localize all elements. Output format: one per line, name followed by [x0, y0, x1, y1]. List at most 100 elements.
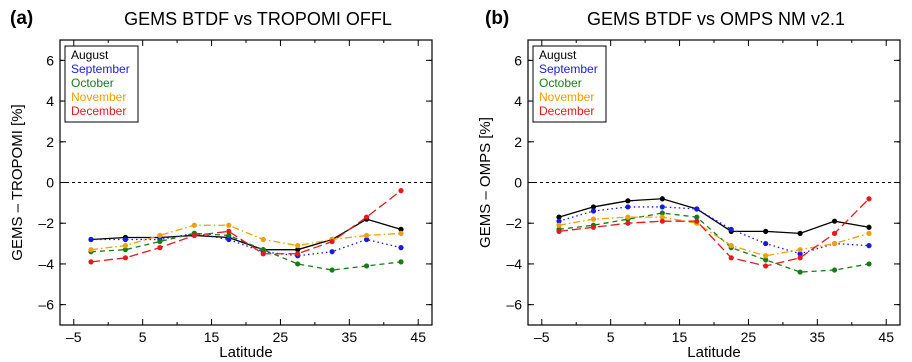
data-point: [831, 230, 838, 236]
series-line-december: [558, 198, 870, 267]
x-tick-label: 25: [273, 329, 289, 345]
x-tick-label: 25: [741, 329, 757, 345]
x-tick-label: 15: [672, 329, 688, 345]
data-point: [625, 198, 631, 204]
data-point: [556, 214, 562, 220]
x-tick-label: 5: [139, 329, 147, 345]
y-tick-label: 0: [514, 175, 522, 191]
data-point: [659, 196, 665, 202]
x-tick-label: –5: [66, 329, 82, 345]
data-point: [659, 210, 665, 216]
x-tick-label: 35: [810, 329, 826, 345]
data-point: [88, 236, 94, 243]
legend-entry: September: [71, 62, 130, 76]
series-november: [88, 222, 404, 253]
data-point: [659, 204, 665, 210]
x-axis-label: Latitude: [219, 344, 272, 361]
series-line-october: [558, 212, 870, 273]
data-point: [831, 218, 838, 224]
data-point: [590, 224, 597, 230]
data-point: [157, 238, 163, 245]
data-point: [694, 206, 700, 212]
y-tick-label: –6: [38, 297, 54, 313]
x-tick-label: –5: [534, 329, 550, 345]
y-tick-label: –2: [506, 215, 522, 231]
data-point: [191, 232, 197, 239]
data-point: [797, 230, 803, 236]
data-point: [590, 216, 597, 222]
data-point: [797, 251, 803, 257]
data-point: [122, 236, 129, 243]
data-point: [659, 218, 665, 224]
legend-box: [64, 45, 139, 123]
x-tick-label: 15: [204, 329, 220, 345]
chart-title: GEMS BTDF vs OMPS NM v2.1: [587, 9, 845, 29]
data-point: [363, 236, 370, 243]
x-tick-label: 5: [607, 329, 615, 345]
data-point: [295, 243, 301, 249]
data-point: [556, 222, 562, 228]
series-line-december: [90, 190, 402, 263]
panel-a: (a) GEMS BTDF vs TROPOMI OFFL –6 –4 –2 0 2 4 6 –5…: [9, 8, 433, 361]
plot-frame: [59, 39, 433, 326]
data-point: [625, 214, 631, 220]
data-point: [797, 269, 803, 275]
data-point: [398, 226, 404, 232]
data-point: [590, 208, 597, 214]
chart-title: GEMS BTDF vs TROPOMI OFFL: [124, 9, 392, 29]
series-line-august: [558, 198, 870, 235]
legend-entry: October: [539, 76, 582, 90]
data-point: [694, 214, 700, 220]
y-tick-label: 4: [514, 93, 522, 109]
data-point: [398, 230, 404, 236]
data-point: [866, 196, 872, 202]
series-line-august: [90, 218, 402, 251]
series-line-september: [558, 206, 870, 255]
plot-frame: [527, 39, 901, 326]
data-point: [728, 226, 734, 232]
data-point: [763, 253, 769, 259]
x-axis-label: Latitude: [687, 344, 740, 361]
data-point: [797, 247, 803, 253]
data-point: [260, 236, 266, 243]
data-point: [763, 263, 769, 269]
series-september: [556, 204, 872, 257]
data-point: [866, 243, 872, 249]
panel-label: (b): [485, 8, 509, 29]
data-point: [260, 251, 266, 257]
data-point: [659, 214, 665, 220]
data-point: [831, 240, 838, 247]
data-point: [363, 232, 370, 239]
data-point: [122, 247, 129, 253]
data-point: [797, 255, 803, 261]
y-tick-label: 0: [46, 175, 54, 191]
y-tick-label: –4: [506, 256, 522, 272]
data-point: [398, 259, 404, 265]
series-december: [88, 188, 404, 265]
legend-box: [532, 45, 607, 123]
data-point: [157, 232, 163, 239]
series-october: [88, 230, 404, 273]
data-point: [226, 236, 232, 243]
data-point: [226, 228, 232, 234]
y-tick-label: –2: [38, 215, 54, 231]
data-point: [866, 261, 872, 267]
panel-b: (b) GEMS BTDF vs OMPS NM v2.1 –6 –4 –2 0 2 4 6 –5…: [477, 8, 901, 361]
y-tick-label: 2: [514, 134, 522, 150]
data-point: [728, 243, 734, 249]
data-point: [329, 238, 335, 245]
data-point: [694, 218, 700, 224]
data-point: [88, 259, 94, 265]
data-point: [556, 228, 562, 234]
panel-label: (a): [10, 8, 33, 29]
y-tick-label: –6: [506, 297, 522, 313]
data-point: [625, 220, 631, 226]
y-tick-label: 6: [46, 52, 54, 68]
x-tick-label: 45: [878, 329, 894, 345]
series-november: [556, 214, 872, 259]
data-point: [295, 247, 301, 253]
y-tick-label: 6: [514, 52, 522, 68]
data-point: [122, 255, 129, 261]
data-point: [763, 257, 769, 263]
